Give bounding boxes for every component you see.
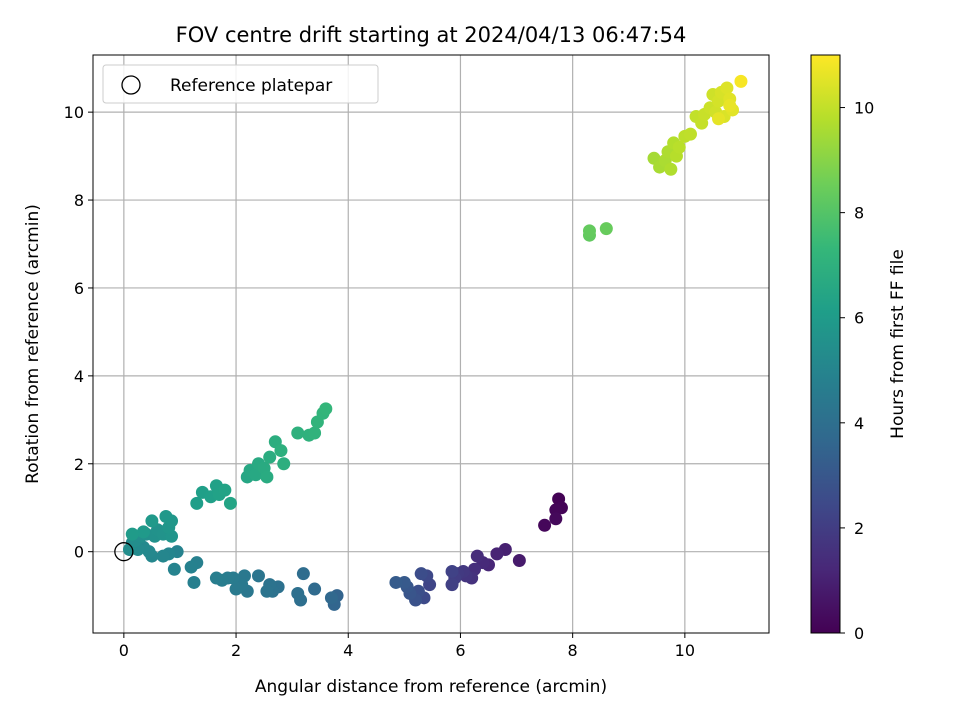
x-tick-label: 8 [568,641,578,660]
x-tick-label: 10 [675,641,695,660]
x-tick-label: 6 [455,641,465,660]
data-point [136,525,150,539]
x-axis-ticks: 0 2 4 6 8 10 [119,633,695,660]
data-point [389,575,403,589]
legend: Reference platepar [102,64,379,104]
y-axis-label: Rotation from reference (arcmin) [23,204,43,484]
data-point [209,571,223,585]
data-point [167,562,181,576]
data-point [260,584,274,598]
data-point [683,127,697,141]
data-point [263,450,277,464]
data-point [190,496,204,510]
colorbar-tick-label: 4 [854,414,864,433]
colorbar-label: Hours from first FF file [888,249,908,439]
colorbar-tick-label: 2 [854,519,864,538]
legend-marker-reference [121,75,141,95]
y-tick-label: 2 [74,455,84,474]
reference-platepar-marker [114,542,134,562]
data-point [549,512,563,526]
colorbar-tick-label: 0 [854,624,864,643]
y-tick-label: 10 [64,103,84,122]
data-point [538,518,552,532]
x-tick-label: 4 [343,641,353,660]
x-tick-label: 0 [119,641,129,660]
y-axis-ticks: 0 2 4 6 8 10 [64,103,93,562]
x-tick-label: 2 [231,641,241,660]
data-point [470,549,484,563]
data-point [599,222,613,236]
colorbar [810,54,841,634]
data-point [223,496,237,510]
data-point [734,74,748,88]
y-tick-label: 0 [74,543,84,562]
colorbar-tick-label: 8 [854,204,864,223]
grid-lines [93,55,769,633]
data-point [187,575,201,589]
data-points [114,74,748,611]
data-point [308,426,322,440]
x-axis-label: Angular distance from reference (arcmin) [255,677,607,697]
data-point [712,112,726,126]
legend-box [102,64,379,104]
data-point [296,567,310,581]
data-point [291,426,305,440]
data-point [156,549,170,563]
y-tick-label: 8 [74,191,84,210]
y-tick-label: 4 [74,367,84,386]
data-point [125,527,139,541]
colorbar-tick-label: 6 [854,309,864,328]
data-point [274,444,288,458]
data-point [414,567,428,581]
data-point [145,514,159,528]
data-point [229,582,243,596]
data-point [723,99,737,113]
data-point [672,140,686,154]
data-point [512,553,526,567]
data-point [291,586,305,600]
data-point [277,457,291,471]
data-point [664,162,678,176]
y-tick-label: 6 [74,279,84,298]
data-point [308,582,322,596]
colorbar-ticks: 0 2 4 6 8 10 [840,99,874,643]
data-point [159,510,173,524]
data-point [445,578,459,592]
legend-label-reference: Reference platepar [170,76,332,96]
data-point [490,547,504,561]
data-point [260,470,274,484]
data-point [218,483,232,497]
data-point [184,560,198,574]
data-point [445,564,459,578]
plot-area-frame [92,54,770,634]
chart-title: FOV centre drift starting at 2024/04/13 … [176,23,687,47]
data-point [582,224,596,238]
data-point [251,569,265,583]
data-point [720,81,734,95]
data-point [324,591,338,605]
colorbar-tick-label: 10 [854,99,874,118]
data-point [319,402,333,416]
